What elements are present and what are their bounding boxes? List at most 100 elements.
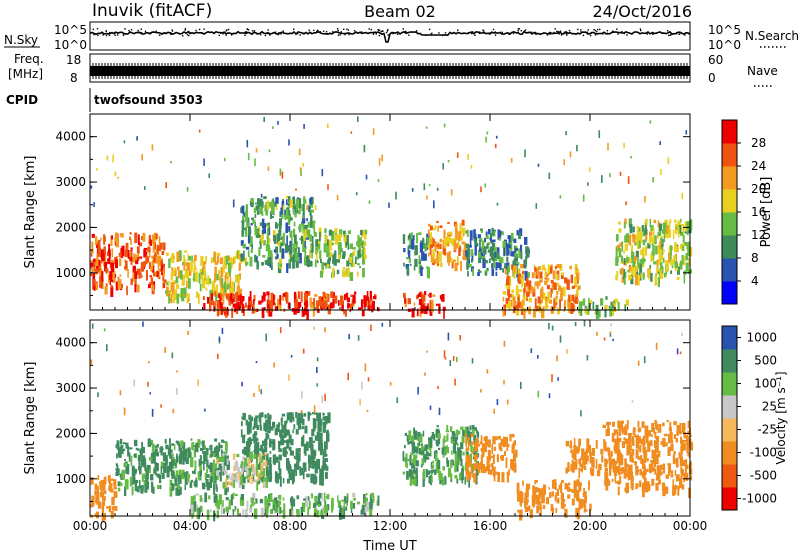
heatmap-cell [434, 241, 437, 252]
heatmap-cell [491, 242, 494, 250]
heatmap-cell [110, 510, 114, 519]
heatmap-cell [308, 460, 310, 472]
heatmap-cell [327, 239, 330, 246]
heatmap-cell [548, 487, 550, 490]
heatmap-cell [269, 307, 273, 317]
heatmap-cell [183, 472, 186, 477]
heatmap-cell [172, 464, 174, 469]
heatmap-cell [468, 245, 472, 248]
noise-search-dot [155, 30, 157, 32]
heatmap-cell [417, 386, 419, 395]
heatmap-cell [357, 235, 360, 245]
heatmap-cell [498, 233, 502, 239]
heatmap-cell [127, 250, 130, 259]
heatmap-cell [687, 246, 691, 256]
heatmap-cell [276, 253, 279, 259]
heatmap-cell [634, 265, 638, 272]
noise-search-dot [94, 33, 96, 35]
heatmap-cell [93, 202, 95, 207]
heatmap-cell [243, 212, 247, 217]
heatmap-cell [567, 486, 571, 492]
heatmap-cell [453, 243, 457, 251]
heatmap-cell [501, 231, 504, 236]
heatmap-cell [480, 435, 483, 445]
heatmap-cell [598, 464, 601, 470]
heatmap-cell [207, 296, 210, 304]
heatmap-cell [634, 242, 637, 246]
heatmap-cell [226, 507, 229, 514]
heatmap-cell [265, 453, 269, 461]
heatmap-cell [168, 461, 172, 472]
heatmap-cell [347, 297, 350, 303]
heatmap-cell [319, 231, 321, 242]
heatmap-cell [216, 472, 219, 481]
power-cbar-label: Power [dB] [759, 177, 774, 248]
heatmap-cell [326, 250, 330, 258]
heatmap-cell [322, 416, 326, 421]
heatmap-cell [104, 286, 108, 295]
heatmap-cell [253, 294, 256, 302]
heatmap-cell [505, 437, 508, 446]
heatmap-cell [525, 487, 529, 496]
heatmap-cell [680, 474, 683, 480]
noise-search-dot [170, 33, 172, 35]
heatmap-cell [182, 293, 185, 297]
heatmap-cell [643, 469, 647, 475]
heatmap-cell [332, 267, 335, 278]
heatmap-cell [369, 509, 373, 517]
heatmap-cell [215, 470, 220, 476]
noise-search-dot [381, 30, 384, 32]
heatmap-cell [595, 439, 598, 449]
heatmap-cell [248, 443, 250, 447]
heatmap-cell [439, 472, 443, 481]
heatmap-cell [520, 251, 523, 260]
heatmap-cell [109, 483, 113, 493]
heatmap-cell [149, 282, 152, 286]
heatmap-cell [303, 498, 306, 501]
heatmap-cell [323, 492, 326, 503]
heatmap-cell [689, 219, 693, 231]
heatmap-cell [262, 440, 265, 447]
heatmap-cell [424, 243, 427, 252]
heatmap-cell [294, 252, 298, 261]
heatmap-cell [158, 236, 161, 246]
heatmap-cell [430, 470, 433, 474]
heatmap-cell [256, 446, 260, 457]
heatmap-cell [429, 292, 432, 298]
heatmap-cell [532, 485, 536, 495]
heatmap-cell [90, 262, 94, 269]
noise-search-dot [666, 30, 669, 32]
heatmap-cell [494, 252, 497, 258]
heatmap-cell [516, 257, 518, 262]
noise-search-dot [128, 29, 130, 32]
heatmap-cell [422, 302, 426, 307]
heatmap-cell [157, 473, 161, 479]
noise-search-dot [299, 34, 301, 36]
heatmap-cell [203, 453, 206, 464]
heatmap-cell [664, 231, 668, 239]
heatmap-cell [411, 442, 416, 453]
heatmap-cell [357, 335, 360, 341]
heatmap-cell [670, 270, 673, 274]
heatmap-cell [472, 456, 475, 460]
heatmap-cell [657, 236, 660, 239]
heatmap-cell [352, 250, 356, 256]
heatmap-cell [665, 442, 668, 447]
heatmap-cell [215, 295, 218, 302]
noise-search-dot [431, 32, 433, 34]
heatmap-cell [377, 307, 380, 312]
heatmap-cell [261, 473, 264, 477]
heatmap-cell [151, 452, 154, 459]
heatmap-cell [632, 226, 635, 233]
heatmap-cell [221, 277, 224, 289]
heatmap-cell [428, 223, 431, 227]
heatmap-cell [522, 295, 525, 306]
noise-search-dot [602, 33, 604, 35]
heatmap-cell [213, 252, 217, 263]
heatmap-cell [279, 477, 282, 487]
heatmap-cell [604, 458, 608, 468]
heatmap-cell [151, 483, 154, 493]
heatmap-cell [577, 285, 581, 290]
heatmap-cell [606, 471, 609, 481]
heatmap-cell [494, 143, 497, 149]
